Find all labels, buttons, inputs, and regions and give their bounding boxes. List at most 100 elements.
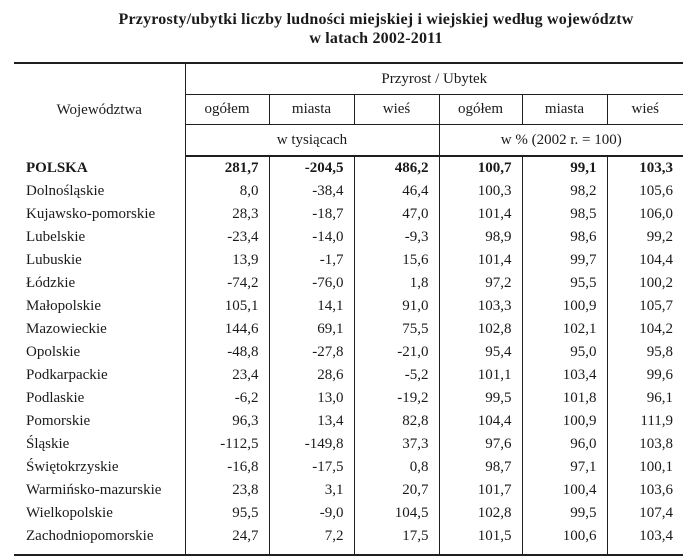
value-cell: 98,6 <box>521 226 607 249</box>
table-row: Wielkopolskie 95,5 -9,0 104,5 102,8 99,5 107,4 <box>14 502 684 525</box>
value-cell: 103,6 <box>606 479 684 502</box>
value-cell: 96,1 <box>606 387 684 410</box>
value-cell: -23,4 <box>184 226 269 249</box>
value-cell: 100,7 <box>438 156 522 180</box>
value-cell: 101,4 <box>438 203 522 226</box>
value-cell: 98,7 <box>438 456 522 479</box>
table-row: Dolnośląskie 8,0 -38,4 46,4 100,3 98,2 105,6 <box>14 180 684 203</box>
value-cell: 105,7 <box>606 295 684 318</box>
table-row: Podlaskie -6,2 13,0 -19,2 99,5 101,8 96,1 <box>14 387 684 410</box>
value-cell: 102,8 <box>438 502 522 525</box>
value-cell: 13,9 <box>184 249 269 272</box>
value-cell: 111,9 <box>606 410 684 433</box>
value-cell: 14,1 <box>268 295 354 318</box>
value-cell: 100,9 <box>521 295 607 318</box>
table-body: POLSKA 281,7 -204,5 486,2 100,7 99,1 103,3 Doln… <box>14 156 684 555</box>
spacer-cell <box>353 548 439 555</box>
value-cell: 99,2 <box>606 226 684 249</box>
table-row: POLSKA 281,7 -204,5 486,2 100,7 99,1 103,3 <box>14 156 684 180</box>
value-cell: 103,8 <box>606 433 684 456</box>
value-cell: 104,4 <box>606 249 684 272</box>
group-header-przyrost-ubytek: Przyrost / Ubytek <box>184 63 684 95</box>
value-cell: 37,3 <box>353 433 439 456</box>
value-cell: -27,8 <box>268 341 354 364</box>
value-cell: 107,4 <box>606 502 684 525</box>
value-cell: 97,1 <box>521 456 607 479</box>
value-cell: 101,8 <box>521 387 607 410</box>
value-cell: 101,5 <box>438 525 522 548</box>
table-row: Łódzkie -74,2 -76,0 1,8 97,2 95,5 100,2 <box>14 272 684 295</box>
value-cell: 7,2 <box>268 525 354 548</box>
value-cell: 98,5 <box>521 203 607 226</box>
value-cell: 101,7 <box>438 479 522 502</box>
value-cell: -9,3 <box>353 226 439 249</box>
voivodeship-name-cell: Lubelskie <box>26 229 86 245</box>
value-cell: -18,7 <box>268 203 354 226</box>
group-header-row: Województwa Przyrost / Ubytek <box>14 63 684 156</box>
value-cell: 20,7 <box>353 479 439 502</box>
voivodeship-name-cell: Dolnośląskie <box>26 183 105 199</box>
value-cell: 95,0 <box>521 341 607 364</box>
voivodeship-name-cell: Mazowieckie <box>26 321 107 337</box>
spacer-cell <box>268 548 354 555</box>
value-cell: -149,8 <box>268 433 354 456</box>
value-cell: 104,2 <box>606 318 684 341</box>
voivodeship-name-cell: Pomorskie <box>26 413 91 429</box>
value-cell: -14,0 <box>268 226 354 249</box>
value-cell: -112,5 <box>184 433 269 456</box>
value-cell: 13,4 <box>268 410 354 433</box>
voivodeship-name-cell: Śląskie <box>26 436 70 452</box>
voivodeship-name-cell: Opolskie <box>26 344 81 360</box>
voivodeship-name-cell: Podlaskie <box>26 390 85 406</box>
voivodeship-name-cell: POLSKA <box>26 159 88 176</box>
document-title: Przyrosty/ubytki liczby ludności miejski… <box>55 10 697 48</box>
value-cell: 69,1 <box>268 318 354 341</box>
table-row: Warmińsko-mazurskie 23,8 3,1 20,7 101,7 100,4… <box>14 479 684 502</box>
value-cell: -17,5 <box>268 456 354 479</box>
table-row: Śląskie -112,5 -149,8 37,3 97,6 96,0 103,8 <box>14 433 684 456</box>
voivodeship-name-cell: Podkarpackie <box>26 367 108 383</box>
value-cell: 15,6 <box>353 249 439 272</box>
value-cell: -6,2 <box>184 387 269 410</box>
unit-header-row: w tysiącach w % (2002 r. = 100) <box>14 124 684 157</box>
value-cell: 99,1 <box>521 156 607 180</box>
value-cell: -21,0 <box>353 341 439 364</box>
value-cell: 98,2 <box>521 180 607 203</box>
table-row: Małopolskie 105,1 14,1 91,0 103,3 100,9 105,7 <box>14 295 684 318</box>
table-row: Lubuskie 13,9 -1,7 15,6 101,4 99,7 104,4 <box>14 249 684 272</box>
voivodeship-name-cell: Zachodniopomorskie <box>26 528 154 544</box>
table-row: Opolskie -48,8 -27,8 -21,0 95,4 95,0 95,8 <box>14 341 684 364</box>
value-cell: 23,4 <box>184 364 269 387</box>
title-line-2: w latach 2002-2011 <box>309 30 443 47</box>
value-cell: 91,0 <box>353 295 439 318</box>
value-cell: 100,4 <box>521 479 607 502</box>
table-row: Zachodniopomorskie 24,7 7,2 17,5 101,5 100,6 1… <box>14 525 684 548</box>
value-cell: 28,3 <box>184 203 269 226</box>
value-cell: 1,8 <box>353 272 439 295</box>
value-cell: 486,2 <box>353 156 439 180</box>
value-cell: 103,4 <box>521 364 607 387</box>
unit-header-percent: w % (2002 r. = 100) <box>438 124 684 157</box>
column-header-voivodeships: Województwa <box>14 63 186 156</box>
column-header-ogolem-proc: ogółem <box>438 94 522 125</box>
value-cell: 0,8 <box>353 456 439 479</box>
value-cell: 17,5 <box>353 525 439 548</box>
value-cell: 75,5 <box>353 318 439 341</box>
value-cell: 24,7 <box>184 525 269 548</box>
column-header-wies-tys: wieś <box>353 94 439 125</box>
value-cell: -16,8 <box>184 456 269 479</box>
value-cell: 101,4 <box>438 249 522 272</box>
spacer-cell <box>521 548 607 555</box>
value-cell: 99,6 <box>606 364 684 387</box>
column-header-miasta-tys: miasta <box>268 94 354 125</box>
value-cell: 95,8 <box>606 341 684 364</box>
value-cell: 105,6 <box>606 180 684 203</box>
value-cell: 103,4 <box>606 525 684 548</box>
value-cell: 8,0 <box>184 180 269 203</box>
title-line-1: Przyrosty/ubytki liczby ludności miejski… <box>118 11 634 28</box>
value-cell: 99,7 <box>521 249 607 272</box>
value-cell: 100,6 <box>521 525 607 548</box>
value-cell: -19,2 <box>353 387 439 410</box>
value-cell: 100,2 <box>606 272 684 295</box>
value-cell: 47,0 <box>353 203 439 226</box>
